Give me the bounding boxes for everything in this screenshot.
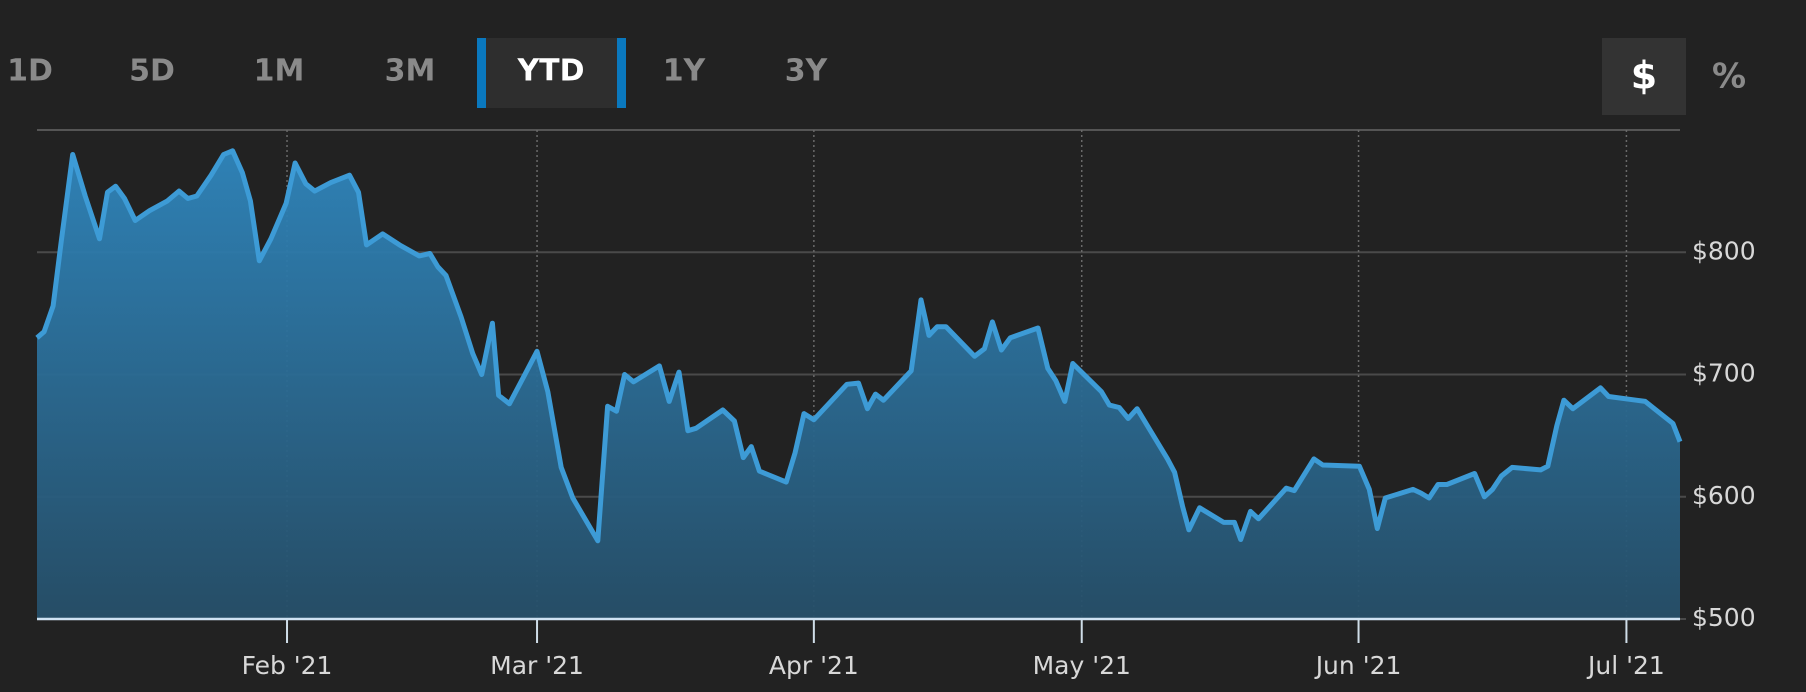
range-button[interactable]: 1D [7,54,53,89]
range-button[interactable]: 3Y [785,54,829,89]
y-tick-label: $700 [1692,359,1756,388]
y-tick-label: $500 [1692,603,1756,632]
range-buttons: 1D 5D 1M 3M YTD 1Y 3Y [7,38,829,108]
y-tick-label: $600 [1692,481,1756,510]
range-button[interactable]: 3M [385,54,436,89]
x-tick-label: Mar '21 [490,651,584,680]
x-tick-label: Feb '21 [242,651,333,680]
selected-range-bg [485,38,617,108]
range-button[interactable]: 5D [129,54,175,89]
plot-area: $500 $600 $700 $800 Feb '21 Mar '21 Apr '21 May… [35,129,1756,680]
x-tick-label: Jun '21 [1314,651,1402,680]
unit-button[interactable]: $ [1631,54,1657,98]
x-tick-label: May '21 [1033,651,1131,680]
range-button[interactable]: 1M [254,54,305,89]
x-tick-label: Jul '21 [1586,651,1665,680]
y-tick-label: $800 [1692,236,1756,265]
selected-range-bar [617,38,626,108]
unit-buttons: $% [1602,38,1746,115]
selected-range-bar [477,38,486,108]
range-button[interactable]: YTD [516,54,584,89]
x-tick-label: Apr '21 [769,651,859,680]
range-button[interactable]: 1Y [663,54,707,89]
price-line [35,148,1683,544]
selected-unit-bg [1602,38,1686,115]
unit-button[interactable]: % [1712,57,1746,97]
